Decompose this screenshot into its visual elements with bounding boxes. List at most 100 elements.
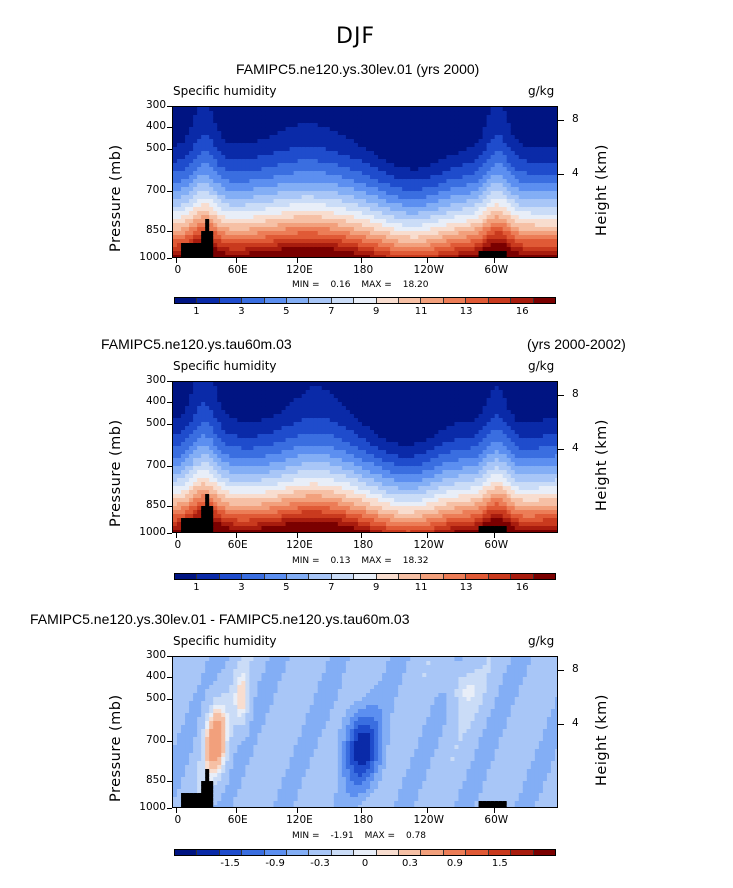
field-cell — [438, 135, 443, 140]
field-cell — [269, 490, 275, 495]
field-cell — [229, 215, 234, 220]
field-cell — [241, 127, 246, 132]
field-cell — [333, 243, 339, 248]
field-cell — [225, 490, 230, 495]
field-cell — [189, 402, 194, 407]
field-cell — [410, 235, 415, 240]
field-cell — [237, 159, 242, 164]
field-cell — [261, 466, 267, 471]
field-cell — [221, 115, 226, 120]
field-cell — [193, 219, 198, 224]
field-cell — [410, 159, 415, 164]
field-cell — [197, 139, 202, 144]
field-cell — [221, 227, 226, 232]
field-cell — [197, 219, 202, 224]
field-cell — [257, 115, 263, 120]
field-cell — [550, 179, 556, 184]
field-cell — [361, 123, 367, 128]
field-cell — [438, 155, 443, 160]
field-cell — [301, 406, 307, 411]
field-cell — [233, 458, 238, 463]
field-cell — [454, 163, 460, 168]
field-cell — [398, 135, 403, 140]
field-cell — [442, 119, 448, 124]
field-cell — [277, 530, 283, 532]
field-cell — [438, 239, 443, 244]
field-cell — [370, 235, 375, 240]
field-cell — [374, 187, 379, 192]
field-cell — [249, 434, 255, 439]
field-cell — [285, 490, 291, 495]
field-cell — [237, 526, 242, 531]
field-cell — [374, 111, 379, 116]
field-cell — [277, 466, 283, 471]
field-cell — [345, 255, 351, 257]
field-cell — [281, 135, 287, 140]
field-cell — [333, 107, 339, 112]
field-cell — [530, 175, 536, 180]
field-cell — [394, 255, 399, 257]
field-cell — [554, 123, 557, 128]
field-cell — [193, 147, 198, 152]
field-cell — [410, 227, 415, 232]
field-cell — [273, 107, 279, 112]
field-cell — [301, 398, 307, 403]
field-cell — [474, 139, 480, 144]
field-cell — [402, 147, 407, 152]
field-cell — [265, 422, 271, 427]
field-cell — [329, 163, 335, 168]
field-cell — [370, 195, 375, 200]
field-cell — [285, 406, 291, 411]
field-cell — [217, 498, 222, 503]
field-cell — [402, 119, 407, 124]
field-cell — [253, 506, 259, 511]
field-cell — [209, 462, 214, 467]
field-cell — [305, 526, 311, 531]
field-cell — [241, 139, 246, 144]
field-cell — [241, 414, 246, 419]
field-cell — [333, 135, 339, 140]
field-cell — [510, 207, 516, 212]
field-cell — [245, 187, 250, 192]
field-cell — [273, 147, 279, 152]
field-cell — [502, 247, 508, 252]
field-cell — [406, 147, 411, 152]
field-cell — [526, 151, 532, 156]
field-cell — [394, 135, 399, 140]
field-cell — [241, 470, 246, 475]
field-cell — [205, 207, 210, 212]
field-cell — [402, 255, 407, 257]
field-cell — [309, 382, 315, 387]
field-cell — [209, 147, 214, 152]
field-cell — [249, 247, 255, 252]
field-cell — [297, 458, 303, 463]
field-cell — [434, 247, 439, 252]
field-cell — [305, 418, 311, 423]
field-cell — [213, 175, 218, 180]
field-cell — [249, 211, 255, 216]
field-cell — [450, 223, 456, 228]
field-cell — [209, 450, 214, 455]
field-cell — [526, 207, 532, 212]
field-cell — [361, 227, 367, 232]
field-cell — [281, 458, 287, 463]
field-cell — [185, 494, 190, 499]
field-cell — [241, 494, 246, 499]
field-cell — [237, 506, 242, 511]
field-cell — [261, 123, 267, 128]
field-cell — [249, 502, 255, 507]
field-cell — [333, 251, 339, 256]
field-cell — [353, 211, 359, 216]
field-cell — [249, 207, 255, 212]
field-cell — [305, 215, 311, 220]
field-cell — [498, 151, 504, 156]
field-cell — [297, 135, 303, 140]
field-cell — [225, 195, 230, 200]
field-cell — [237, 139, 242, 144]
field-cell — [486, 199, 492, 204]
field-cell — [261, 199, 267, 204]
field-cell — [414, 115, 419, 120]
field-cell — [514, 207, 520, 212]
field-cell — [185, 422, 190, 427]
field-cell — [173, 386, 178, 391]
